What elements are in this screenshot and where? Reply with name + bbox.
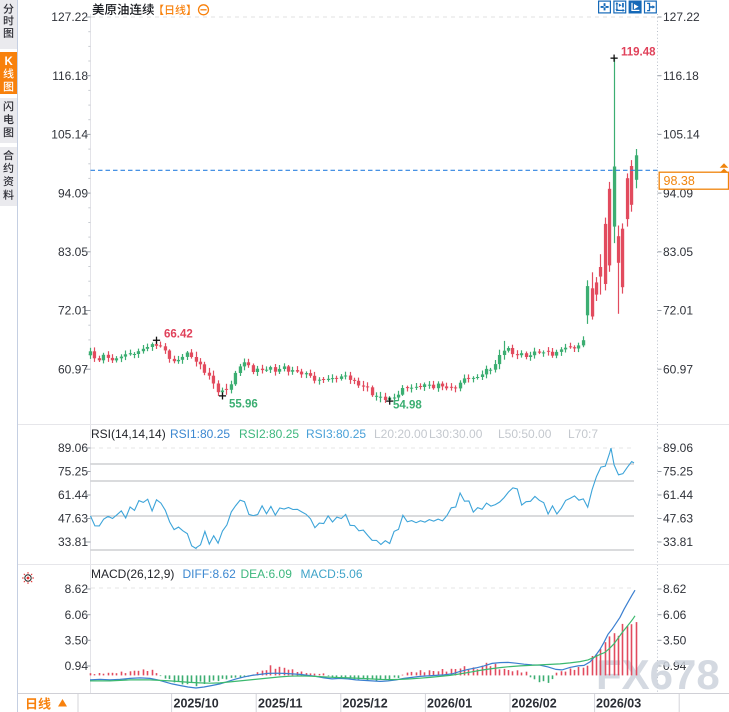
svg-text:MACD(26,12,9): MACD(26,12,9) — [91, 567, 174, 581]
svg-text:L30:30.00: L30:30.00 — [429, 427, 483, 441]
svg-text:54.98: 54.98 — [393, 400, 422, 412]
svg-text:105.14: 105.14 — [51, 128, 88, 142]
svg-text:89.06: 89.06 — [58, 441, 88, 455]
svg-text:105.14: 105.14 — [663, 128, 700, 142]
svg-text:6.06: 6.06 — [663, 608, 687, 622]
svg-text:3.50: 3.50 — [65, 634, 89, 648]
svg-text:33.81: 33.81 — [58, 535, 88, 549]
svg-text:L50:50.00: L50:50.00 — [498, 427, 552, 441]
svg-text:2026/03: 2026/03 — [596, 697, 641, 711]
svg-text:FX678: FX678 — [596, 651, 720, 698]
svg-text:DEA:6.09: DEA:6.09 — [241, 567, 293, 581]
svg-text:89.06: 89.06 — [663, 441, 693, 455]
svg-text:L70:7: L70:7 — [568, 427, 598, 441]
svg-text:8.62: 8.62 — [663, 582, 687, 596]
svg-text:2026/02: 2026/02 — [512, 697, 557, 711]
svg-text:127.22: 127.22 — [663, 10, 700, 24]
svg-text:3.50: 3.50 — [663, 634, 687, 648]
svg-text:61.44: 61.44 — [58, 488, 88, 502]
svg-text:60.97: 60.97 — [58, 362, 88, 376]
svg-text:8.62: 8.62 — [65, 582, 89, 596]
svg-text:127.22: 127.22 — [51, 10, 88, 24]
svg-text:2025/12: 2025/12 — [343, 697, 388, 711]
svg-text:83.05: 83.05 — [663, 245, 693, 259]
svg-text:55.96: 55.96 — [229, 399, 258, 411]
svg-text:RSI(14,14,14): RSI(14,14,14) — [91, 427, 166, 441]
svg-text:116.18: 116.18 — [52, 69, 88, 83]
svg-text:72.01: 72.01 — [663, 304, 693, 318]
svg-text:119.48: 119.48 — [621, 47, 656, 59]
svg-text:2026/01: 2026/01 — [427, 697, 472, 711]
svg-text:47.63: 47.63 — [58, 512, 88, 526]
svg-text:75.25: 75.25 — [663, 465, 693, 479]
svg-text:0.94: 0.94 — [663, 659, 687, 673]
svg-text:K: K — [5, 56, 14, 68]
svg-text:L20:20.00: L20:20.00 — [374, 427, 428, 441]
svg-text:0.94: 0.94 — [65, 659, 89, 673]
svg-text:RSI2:80.25: RSI2:80.25 — [239, 427, 299, 441]
svg-text:72.01: 72.01 — [58, 304, 88, 318]
svg-text:6.06: 6.06 — [65, 608, 89, 622]
svg-text:61.44: 61.44 — [663, 488, 693, 502]
svg-text:94.09: 94.09 — [58, 186, 88, 200]
svg-text:66.42: 66.42 — [164, 329, 193, 341]
svg-text:116.18: 116.18 — [663, 69, 699, 83]
svg-text:60.97: 60.97 — [663, 362, 693, 376]
svg-text:98.38: 98.38 — [664, 174, 695, 188]
svg-text:2025/11: 2025/11 — [258, 697, 303, 711]
svg-text:RSI3:80.25: RSI3:80.25 — [306, 427, 366, 441]
svg-text:47.63: 47.63 — [663, 512, 693, 526]
svg-text:2025/10: 2025/10 — [174, 697, 219, 711]
svg-text:33.81: 33.81 — [663, 535, 693, 549]
svg-text:DIFF:8.62: DIFF:8.62 — [183, 567, 237, 581]
svg-text:75.25: 75.25 — [58, 465, 88, 479]
svg-text:83.05: 83.05 — [58, 245, 88, 259]
svg-text:RSI1:80.25: RSI1:80.25 — [170, 427, 230, 441]
svg-text:MACD:5.06: MACD:5.06 — [301, 567, 363, 581]
